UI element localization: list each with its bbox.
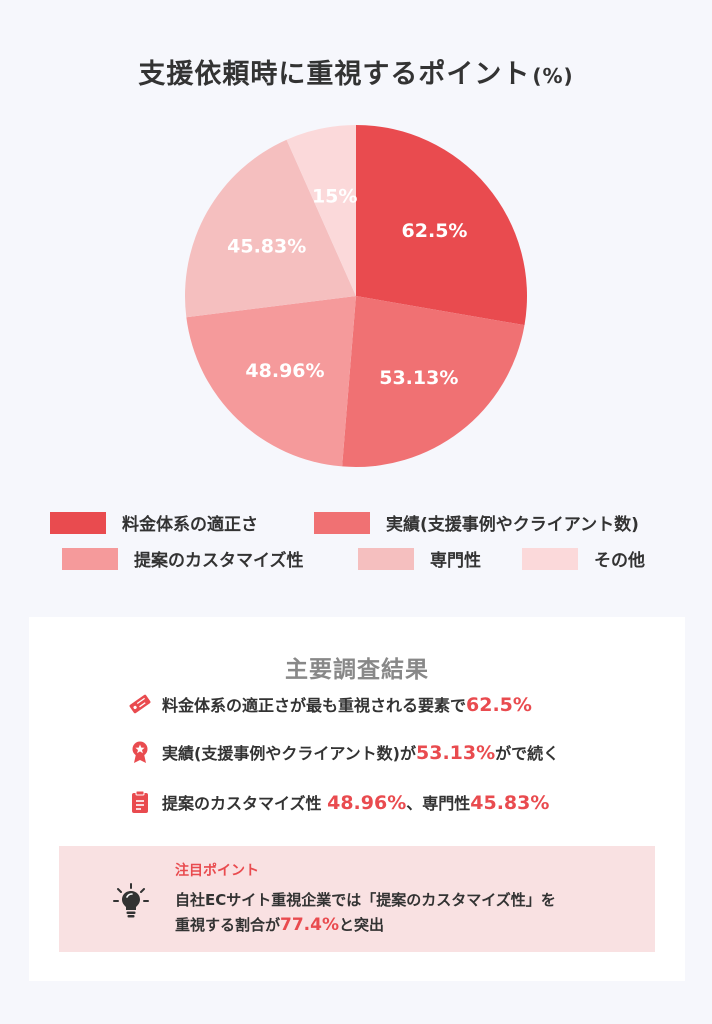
lightbulb-icon	[112, 882, 150, 920]
pie-slice-1	[356, 125, 528, 326]
finding-2-value: 53.13%	[416, 742, 496, 764]
note-line-2: 重視する割合が77.4%と突出	[175, 913, 556, 938]
note-line-2-value: 77.4%	[280, 915, 339, 935]
note-line-2-prefix: 重視する割合が	[175, 916, 281, 934]
finding-1-text: 料金体系の適正さが最も重視される要素で62.5%	[162, 692, 532, 716]
pie-slice-2	[342, 296, 525, 467]
finding-1-label: 料金体系の適正さが最も重視される要素で	[162, 696, 467, 715]
legend-item-1: 料金体系の適正さ	[50, 510, 258, 535]
finding-row-2: 実績(支援事例やクライアント数)が53.13%がで続く	[128, 740, 559, 764]
summary-card: 主要調査結果 料金体系の適正さが最も重視される要素で62.5%	[29, 617, 685, 981]
award-badge-icon	[128, 740, 152, 764]
pie-chart-area: 62.5% 53.13% 48.96% 45.83% 15%	[0, 0, 712, 500]
finding-row-3: 提案のカスタマイズ性 48.96%、専門性45.83%	[128, 790, 549, 814]
legend-item-4: 専門性	[358, 546, 481, 571]
note-heading: 注目ポイント	[175, 863, 259, 879]
legend-label: 料金体系の適正さ	[122, 515, 258, 535]
clipboard-icon	[128, 790, 152, 814]
legend-label: その他	[594, 551, 645, 571]
legend-label: 提案のカスタマイズ性	[134, 551, 304, 571]
pie-slice-label-4: 45.83%	[227, 236, 306, 258]
finding-3-label: 提案のカスタマイズ性	[162, 794, 322, 813]
note-line-1: 自社ECサイト重視企業では「提案のカスタマイズ性」を	[175, 891, 556, 909]
legend-swatch	[358, 547, 414, 570]
finding-row-1: 料金体系の適正さが最も重視される要素で62.5%	[128, 692, 532, 716]
pie-slice-label-3: 48.96%	[245, 360, 324, 382]
legend-swatch	[62, 547, 118, 570]
chart-title-text: 支援依頼時に重視するポイント	[138, 59, 531, 90]
pie-slice-4	[185, 139, 356, 318]
finding-2-text: 実績(支援事例やクライアント数)が53.13%がで続く	[162, 740, 559, 764]
pie-chart: 62.5% 53.13% 48.96% 45.83% 15%	[185, 125, 528, 467]
pie-slice-label-5: 15%	[312, 186, 357, 208]
finding-3-text: 提案のカスタマイズ性 48.96%、専門性45.83%	[162, 790, 549, 814]
price-tag-icon	[128, 692, 152, 716]
chart-title-unit: (%)	[532, 64, 574, 88]
finding-3-suffix: 、専門性	[406, 794, 471, 813]
finding-1-value: 62.5%	[466, 694, 532, 716]
legend-item-5: その他	[522, 546, 645, 571]
finding-2-suffix: がで続く	[495, 744, 560, 763]
legend-label: 専門性	[430, 551, 481, 571]
highlight-note: 注目ポイント 自社ECサイト重視企業では「提案のカスタマイズ性」を 重視する割合…	[59, 846, 655, 952]
pie-slice-3	[186, 296, 356, 467]
pie-slice-5	[286, 125, 356, 296]
legend-swatch	[50, 511, 106, 534]
note-line-2-suffix: と突出	[339, 916, 385, 934]
legend-swatch	[522, 547, 578, 570]
legend-label: 実績(支援事例やクライアント数)	[386, 515, 639, 535]
pie-slice-label-2: 53.13%	[379, 367, 458, 389]
chart-title: 支援依頼時に重視するポイント (%)	[0, 52, 712, 91]
legend-item-3: 提案のカスタマイズ性	[62, 546, 304, 571]
finding-3-value: 48.96%	[327, 792, 407, 814]
pie-slice-label-1: 62.5%	[402, 220, 468, 242]
finding-2-label: 実績(支援事例やクライアント数)が	[162, 744, 416, 763]
finding-3-value2: 45.83%	[470, 792, 550, 814]
note-body: 自社ECサイト重視企業では「提案のカスタマイズ性」を 重視する割合が77.4%と…	[175, 888, 556, 938]
summary-title: 主要調査結果	[285, 657, 429, 683]
legend-item-2: 実績(支援事例やクライアント数)	[314, 510, 639, 535]
legend-swatch	[314, 511, 370, 534]
